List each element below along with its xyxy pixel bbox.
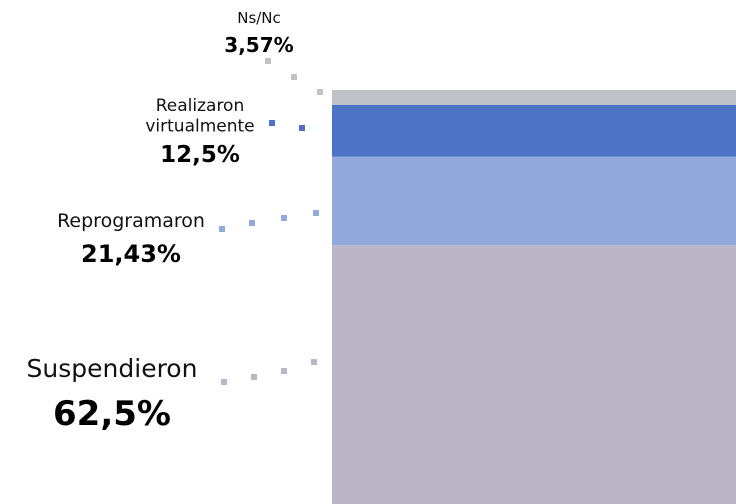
leader-dot-ns-nc bbox=[291, 74, 297, 80]
segment-labels: Suspendieron 62,5% Reprogramaron 21,43% Real… bbox=[27, 9, 294, 434]
leader-dot-ns-nc bbox=[265, 58, 271, 64]
bar-segment-suspendieron bbox=[332, 245, 736, 504]
bar-group bbox=[332, 90, 736, 504]
segment-value-realizaron-virtualmente: 12,5% bbox=[160, 142, 240, 168]
segment-value-ns-nc: 3,57% bbox=[224, 33, 293, 57]
leader-lines bbox=[219, 58, 323, 385]
segment-label-ns-nc: Ns/Nc bbox=[237, 9, 281, 27]
leader-dot-reprogramaron bbox=[281, 215, 287, 221]
segment-label-reprogramaron: Reprogramaron bbox=[57, 210, 205, 232]
leader-dot-reprogramaron bbox=[313, 210, 319, 216]
leader-dot-ns-nc bbox=[317, 89, 323, 95]
segment-value-suspendieron: 62,5% bbox=[53, 394, 171, 434]
leader-dot-realizaron-virtualmente bbox=[299, 125, 305, 131]
leader-dot-realizaron-virtualmente bbox=[269, 120, 275, 126]
segment-label-line: virtualmente bbox=[145, 116, 254, 136]
leader-dot-reprogramaron bbox=[219, 226, 225, 232]
leader-dot-suspendieron bbox=[251, 374, 257, 380]
leader-dot-suspendieron bbox=[221, 379, 227, 385]
bar-segment-ns-nc bbox=[332, 90, 736, 105]
leader-dot-reprogramaron bbox=[249, 220, 255, 226]
leader-dot-suspendieron bbox=[281, 368, 287, 374]
segment-label-line: Realizaron bbox=[156, 96, 245, 116]
leader-dot-suspendieron bbox=[311, 359, 317, 365]
segment-value-reprogramaron: 21,43% bbox=[81, 240, 181, 268]
segment-label-suspendieron: Suspendieron bbox=[27, 354, 198, 383]
bar-segment-reprogramaron bbox=[332, 156, 736, 246]
segment-label-realizaron-virtualmente: Realizaron virtualmente bbox=[145, 96, 254, 136]
bar-segment-realizaron-virtualmente bbox=[332, 104, 736, 157]
